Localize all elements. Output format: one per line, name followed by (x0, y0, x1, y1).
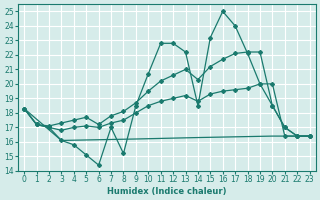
X-axis label: Humidex (Indice chaleur): Humidex (Indice chaleur) (107, 187, 227, 196)
